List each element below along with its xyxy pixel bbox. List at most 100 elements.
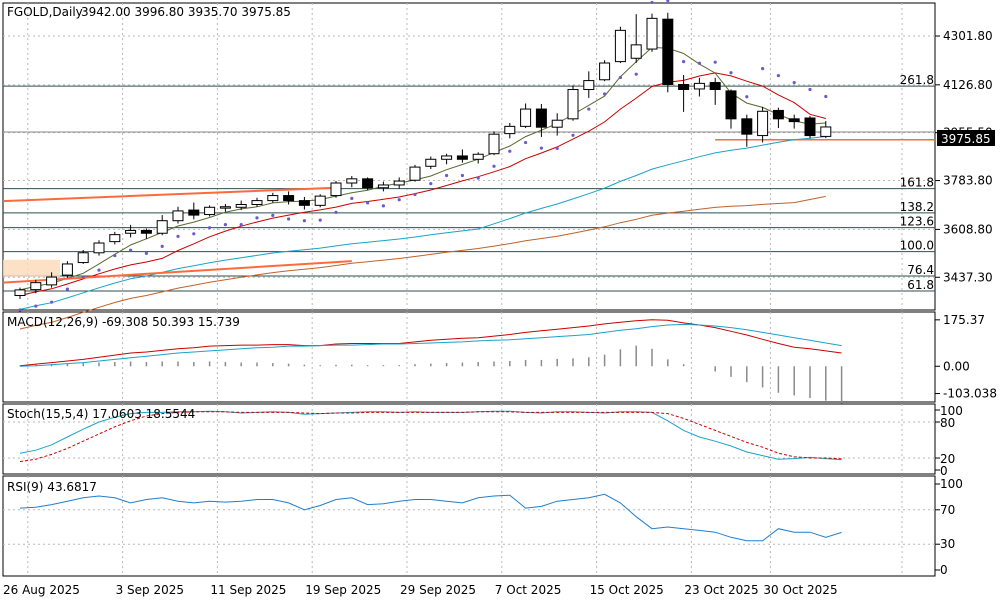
- psar-dot: [445, 173, 449, 178]
- candle-body: [820, 126, 832, 137]
- candle-body: [583, 80, 595, 91]
- sma-slow-brown-line: [19, 195, 826, 330]
- candle-body: [630, 44, 642, 59]
- macd-signal-line: [19, 323, 842, 367]
- candle-body: [172, 210, 184, 222]
- psar-dot: [397, 198, 401, 202]
- psar-dot: [81, 275, 85, 279]
- psar-dot: [318, 218, 322, 222]
- psar-dot: [129, 248, 133, 252]
- candle-body: [30, 282, 42, 291]
- candle-body: [283, 195, 295, 202]
- x-tick-label: 11 Sep 2025: [210, 583, 286, 597]
- psar-dot: [729, 71, 733, 75]
- psar-dot: [350, 196, 354, 200]
- psar-dot: [287, 217, 291, 221]
- macd-line: [19, 319, 842, 367]
- psar-dot: [634, 72, 638, 76]
- rsi-tick-label: 0: [940, 563, 948, 577]
- sma-fast-line: [19, 46, 826, 291]
- x-tick-label: 29 Sep 2025: [400, 583, 476, 597]
- candle-body: [425, 158, 437, 167]
- candle-body: [314, 195, 326, 206]
- candle-body: [599, 62, 611, 81]
- candle-body: [535, 108, 547, 128]
- rsi-line: [19, 493, 842, 542]
- fib-level-label: 61.8: [907, 278, 934, 292]
- psar-dot: [824, 94, 828, 99]
- psar-dot: [18, 308, 22, 312]
- candle-body: [804, 117, 816, 137]
- stoch-main-line: [19, 410, 842, 461]
- macd-tick-label: 0.00: [943, 359, 970, 373]
- psar-dot: [239, 222, 243, 227]
- stoch-pane-frame: [2, 403, 936, 475]
- current-price-box: [937, 130, 995, 146]
- candle-body: [662, 18, 674, 85]
- fib-level-label: 123.6: [900, 215, 934, 229]
- psar-dot: [792, 80, 796, 85]
- psar-dot: [776, 73, 781, 78]
- psar-dot: [192, 232, 196, 236]
- psar-dot: [587, 107, 591, 111]
- candle-body: [14, 289, 26, 296]
- candle-body: [772, 109, 784, 120]
- psar-dot: [223, 222, 227, 227]
- rsi-tick-label: 30: [940, 537, 955, 551]
- stoch-tick-label: 80: [940, 416, 955, 430]
- fib-level-label: 261.8: [900, 73, 934, 87]
- macd-tick-label: 175.37: [943, 313, 985, 327]
- candle-body: [267, 195, 279, 202]
- upper-trendline: [2, 186, 337, 203]
- candle-body: [456, 155, 468, 160]
- candle-body: [709, 82, 721, 91]
- psar-dot: [97, 268, 101, 272]
- psar-dot: [745, 95, 749, 99]
- y-tick-label: 3437.30: [943, 270, 993, 284]
- symbol-label: FGOLD,Daily: [7, 5, 83, 19]
- candle-body: [693, 82, 705, 90]
- psar-dot: [381, 204, 385, 208]
- candle-body: [298, 200, 310, 206]
- psar-dot: [65, 287, 69, 291]
- stoch-tick-label: 20: [940, 452, 955, 466]
- psar-dot: [713, 60, 717, 64]
- psar-dot: [302, 219, 306, 223]
- psar-dot: [34, 304, 38, 308]
- x-tick-label: 23 Oct 2025: [684, 583, 758, 597]
- candle-body: [725, 90, 737, 120]
- psar-dot: [508, 149, 512, 153]
- candle-body: [567, 89, 579, 120]
- psar-dot: [555, 146, 559, 151]
- fib-level-label: 138.2: [900, 200, 934, 214]
- candle-body: [77, 252, 89, 264]
- fib-level-label: 100.0: [900, 239, 934, 253]
- y-tick-label: 3608.80: [943, 222, 993, 236]
- candle-body: [109, 234, 121, 243]
- macd-title: MACD(12,26,9) -69.308 50.393 15.739: [7, 315, 240, 329]
- psar-dot: [524, 140, 528, 145]
- candle-body: [488, 133, 500, 155]
- candle-body: [614, 29, 626, 63]
- rsi-tick-label: 70: [940, 503, 955, 517]
- candle-body: [409, 166, 421, 181]
- psar-dot: [682, 60, 686, 64]
- psar-dot: [113, 253, 117, 258]
- psar-dot: [160, 244, 164, 248]
- psar-dot: [413, 192, 417, 197]
- candle-body: [757, 110, 769, 137]
- candle-body: [125, 229, 137, 234]
- candle-body: [188, 209, 200, 216]
- candle-body: [377, 184, 389, 189]
- psar-dot: [808, 87, 812, 92]
- candle-body: [520, 108, 532, 127]
- fib-level-label: 161.8: [900, 176, 934, 190]
- psar-dot: [144, 251, 148, 255]
- psar-dot: [761, 66, 765, 71]
- candle-body: [346, 178, 358, 184]
- psar-dot: [176, 234, 180, 238]
- candle-body: [235, 204, 247, 208]
- y-tick-label: 4126.80: [943, 78, 993, 92]
- psar-dot: [697, 61, 702, 65]
